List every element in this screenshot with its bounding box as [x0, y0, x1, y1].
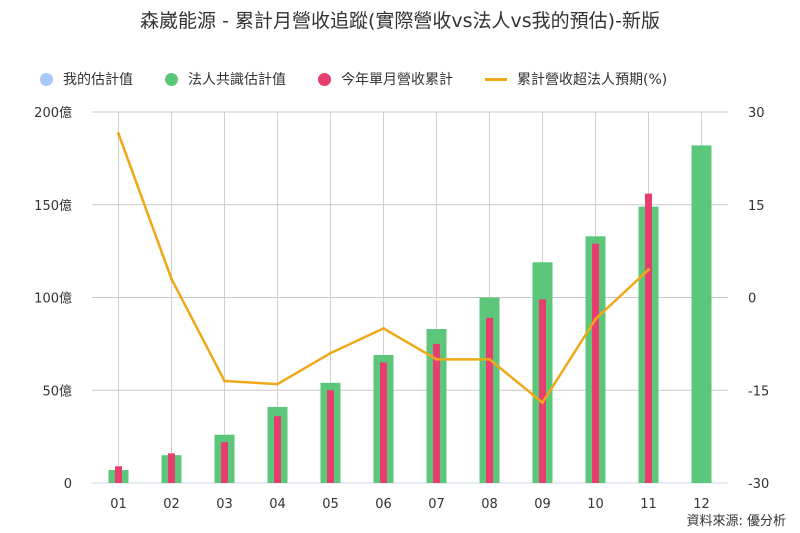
x-tick-label: 03	[216, 497, 233, 512]
chart-title: 森崴能源 - 累計月營收追蹤(實際營收vs法人vs我的預估)-新版	[140, 10, 660, 32]
x-tick-label: 10	[587, 497, 604, 512]
y-left-tick-label: 0	[64, 477, 72, 492]
x-tick-label: 01	[110, 497, 127, 512]
bar-actual	[115, 466, 122, 483]
y-right-tick-label: -15	[748, 384, 769, 399]
x-tick-label: 05	[322, 497, 339, 512]
x-tick-label: 11	[640, 497, 657, 512]
x-tick-label: 06	[375, 497, 392, 512]
y-right-tick-label: 30	[748, 106, 765, 121]
legend-label: 法人共識估計值	[188, 72, 286, 88]
y-right-tick-label: 15	[748, 199, 765, 214]
line-point	[223, 379, 226, 383]
legend-line-swatch	[485, 77, 507, 81]
bar-actual	[592, 243, 599, 483]
bar-actual	[380, 362, 387, 483]
y-right-tick-label: -30	[748, 477, 769, 492]
y-right-tick-label: 0	[748, 292, 756, 307]
line-point	[647, 268, 650, 272]
line-point	[488, 357, 491, 361]
bar-actual	[221, 442, 228, 483]
line-point	[594, 317, 597, 321]
line-point	[541, 401, 544, 405]
y-left-tick-label: 50億	[42, 383, 72, 399]
x-tick-label: 02	[163, 497, 180, 512]
x-tick-label: 04	[269, 497, 286, 512]
x-tick-label: 08	[481, 497, 498, 512]
legend-dot-swatch	[318, 72, 331, 86]
x-tick-label: 12	[693, 497, 710, 512]
bar-consensus	[691, 145, 712, 483]
line-point	[329, 351, 332, 355]
legend-dot-swatch	[165, 72, 178, 86]
y-left-tick-label: 200億	[34, 105, 72, 121]
line-point	[435, 357, 438, 361]
x-tick-label: 09	[534, 497, 551, 512]
bar-actual	[486, 317, 493, 483]
bar-actual	[327, 390, 334, 483]
bar-actual	[274, 416, 281, 483]
x-tick-label: 07	[428, 497, 445, 512]
bar-actual	[433, 343, 440, 483]
legend-label: 累計營收超法人預期(%)	[517, 72, 668, 88]
line-point	[382, 326, 385, 330]
bar-actual	[168, 453, 175, 483]
line-point	[170, 277, 173, 281]
y-left-tick-label: 150億	[34, 198, 72, 214]
bar-actual	[645, 193, 652, 483]
legend-label: 今年單月營收累計	[341, 72, 453, 88]
legend-label: 我的估計值	[63, 72, 133, 88]
legend-item: 法人共識估計值	[165, 69, 286, 89]
y-left-tick-label: 100億	[34, 291, 72, 307]
source-note: 資料來源: 優分析	[686, 514, 786, 529]
legend: 我的估計值 法人共識估計值 今年單月營收累計 累計營收超法人預期(%)	[40, 68, 699, 90]
legend-item: 累計營收超法人預期(%)	[485, 69, 667, 89]
legend-item: 我的估計值	[40, 69, 133, 89]
bar-actual	[539, 299, 546, 483]
legend-item: 今年單月營收累計	[318, 69, 453, 89]
line-point	[276, 382, 279, 386]
line-point	[117, 132, 120, 136]
legend-dot-swatch	[40, 72, 53, 86]
